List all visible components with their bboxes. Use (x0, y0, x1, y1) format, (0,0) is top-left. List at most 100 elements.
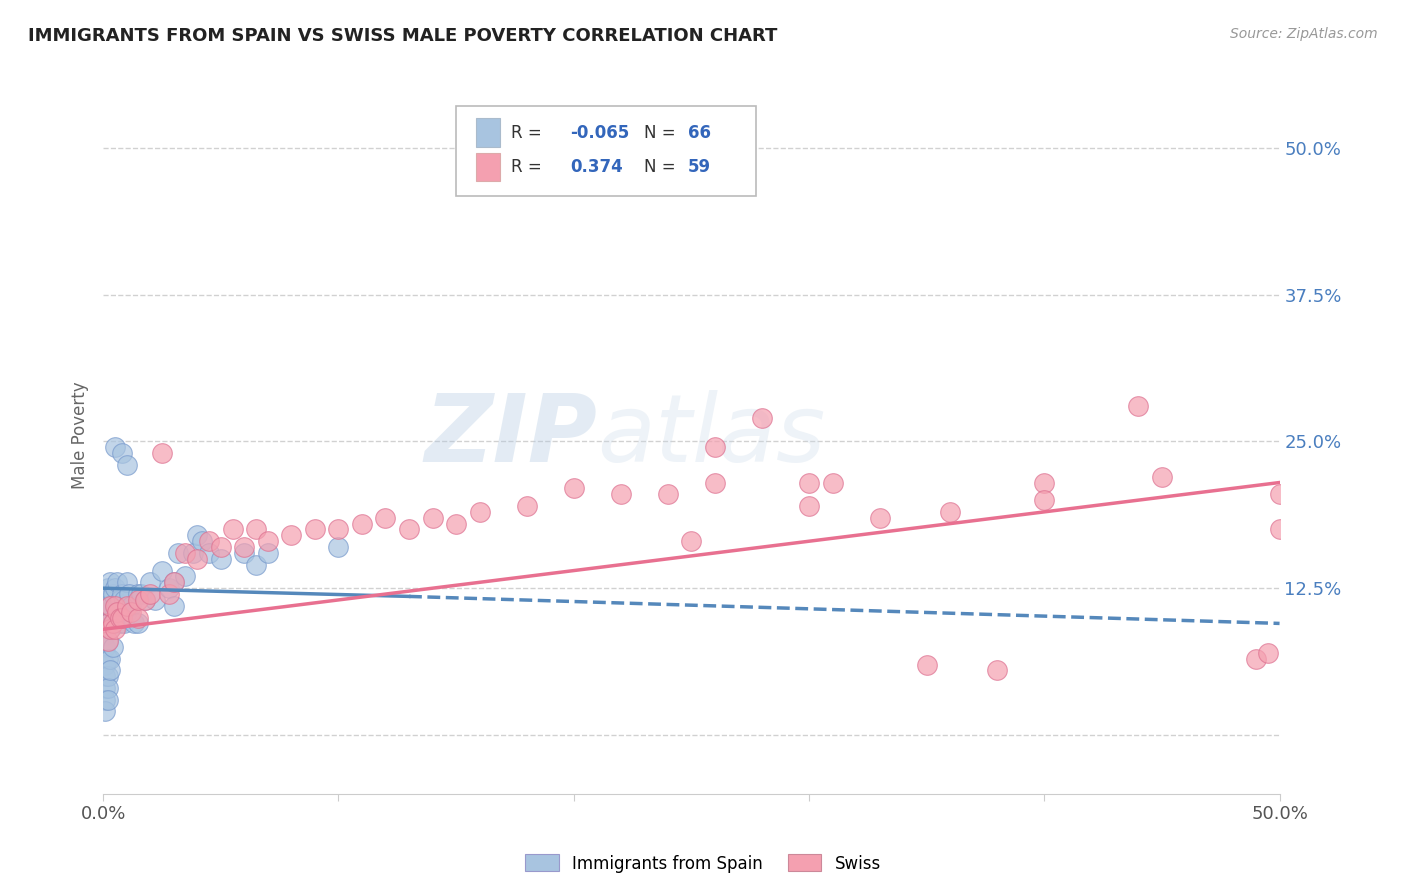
Point (986, 664, 1008, 678)
FancyBboxPatch shape (477, 153, 499, 181)
Point (181, 546, 204, 560)
Text: N =: N = (644, 124, 676, 142)
Point (209, 552, 232, 566)
Point (94, 692, 117, 706)
Point (703, 475, 725, 490)
Point (108, 616, 131, 631)
Point (191, 534, 214, 549)
Point (163, 575, 186, 590)
Point (97, 681, 120, 695)
Point (97, 634, 120, 648)
Point (94, 669, 117, 683)
Text: 0.374: 0.374 (571, 158, 623, 176)
Point (112, 593, 135, 607)
Point (398, 523, 420, 537)
Point (1150, 469, 1173, 483)
Text: R =: R = (512, 158, 543, 176)
Point (186, 528, 208, 542)
Point (516, 499, 538, 513)
Point (118, 587, 141, 601)
Point (97, 616, 120, 631)
Point (97, 616, 120, 631)
Point (150, 564, 173, 578)
Point (139, 575, 162, 590)
FancyBboxPatch shape (477, 119, 499, 147)
Point (198, 546, 221, 560)
Text: ZIP: ZIP (425, 390, 598, 482)
Point (97, 692, 120, 706)
Point (157, 587, 180, 601)
Point (94, 681, 117, 695)
Point (101, 616, 124, 631)
Point (174, 546, 197, 560)
Point (233, 546, 256, 560)
Point (104, 581, 127, 595)
Point (94, 640, 117, 654)
Point (97, 669, 120, 683)
Point (939, 505, 962, 519)
Point (104, 440, 127, 454)
Point (98, 599, 121, 613)
Point (98, 599, 121, 613)
Point (108, 610, 131, 624)
Point (97, 599, 120, 613)
Point (150, 446, 173, 460)
Point (1128, 399, 1150, 413)
Point (1033, 493, 1056, 508)
Point (256, 546, 278, 560)
Point (610, 487, 633, 501)
Point (120, 605, 142, 619)
Point (127, 587, 149, 601)
Point (115, 599, 138, 613)
Point (163, 575, 186, 590)
Text: 59: 59 (688, 158, 711, 176)
Text: -0.065: -0.065 (571, 124, 630, 142)
Point (167, 546, 190, 560)
Point (94, 616, 117, 631)
Point (562, 482, 585, 496)
Point (94, 628, 117, 642)
Text: IMMIGRANTS FROM SPAIN VS SWISS MALE POVERTY CORRELATION CHART: IMMIGRANTS FROM SPAIN VS SWISS MALE POVE… (28, 27, 778, 45)
Point (101, 587, 124, 601)
Point (374, 510, 396, 524)
FancyBboxPatch shape (456, 106, 756, 195)
Point (256, 534, 278, 549)
Point (98, 664, 121, 678)
Point (120, 599, 142, 613)
Point (751, 411, 773, 425)
Point (97, 581, 120, 595)
Text: R =: R = (512, 124, 543, 142)
Point (98, 622, 121, 636)
Point (127, 610, 149, 624)
Point (101, 616, 124, 631)
Point (143, 593, 166, 607)
Point (869, 510, 891, 524)
Point (105, 605, 128, 619)
Point (304, 523, 326, 537)
Point (94, 705, 117, 719)
Point (108, 593, 131, 607)
Legend: Immigrants from Spain, Swiss: Immigrants from Spain, Swiss (519, 847, 887, 880)
Point (681, 534, 703, 549)
Point (245, 523, 267, 537)
Point (94, 605, 117, 619)
Point (115, 605, 138, 619)
Point (104, 599, 127, 613)
Point (186, 552, 208, 566)
Point (122, 616, 145, 631)
Point (97, 634, 120, 648)
Point (422, 510, 444, 524)
Point (98, 575, 121, 590)
Point (111, 446, 134, 460)
Point (1033, 475, 1056, 490)
Point (233, 540, 256, 554)
Text: atlas: atlas (598, 390, 825, 481)
Point (797, 475, 820, 490)
Point (1257, 646, 1279, 660)
Point (444, 516, 467, 531)
Point (129, 587, 152, 601)
Point (468, 505, 491, 519)
Point (1244, 651, 1267, 665)
Point (98, 651, 121, 665)
Point (104, 622, 127, 636)
